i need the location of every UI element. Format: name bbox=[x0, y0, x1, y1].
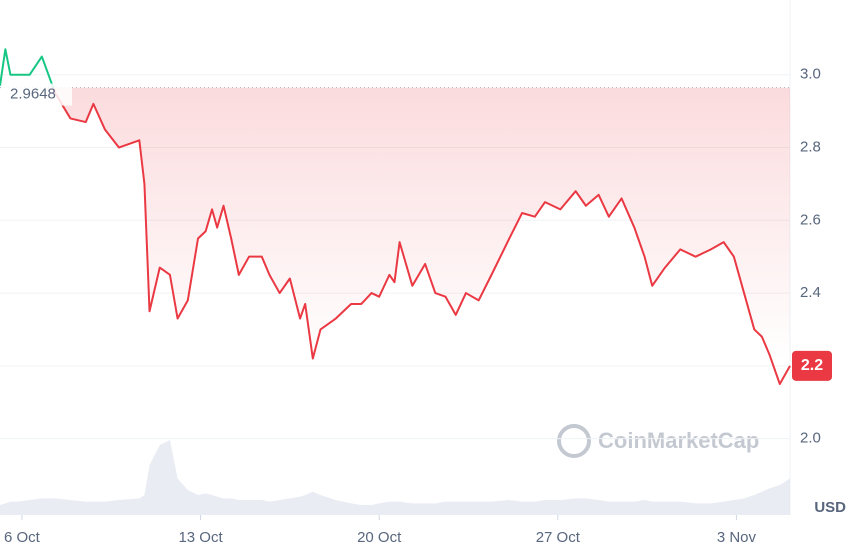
price-line bbox=[0, 48, 791, 386]
volume-area bbox=[0, 440, 790, 515]
x-tick-label: 3 Nov bbox=[717, 529, 757, 546]
y-tick-label: 3.0 bbox=[800, 66, 821, 83]
reference-label-bg bbox=[4, 83, 72, 106]
x-tick-label: 6 Oct bbox=[4, 529, 41, 546]
y-tick-label: 2.8 bbox=[800, 139, 821, 156]
watermark: CoinMarketCap bbox=[557, 424, 759, 458]
y-tick-label: 2.4 bbox=[800, 284, 821, 301]
watermark-text: CoinMarketCap bbox=[598, 428, 759, 453]
price-area bbox=[0, 87, 790, 385]
reference-label: 2.9648 bbox=[10, 86, 56, 103]
x-tick-label: 20 Oct bbox=[357, 529, 402, 546]
x-tick-label: 27 Oct bbox=[536, 529, 581, 546]
y-tick-label: 2.0 bbox=[800, 430, 821, 447]
x-tick-label: 13 Oct bbox=[178, 529, 223, 546]
y-unit: USD bbox=[814, 499, 846, 516]
current-price-tag bbox=[792, 350, 832, 381]
current-price-label: 2.2 bbox=[801, 357, 823, 374]
y-tick-label: 2.6 bbox=[800, 211, 821, 228]
